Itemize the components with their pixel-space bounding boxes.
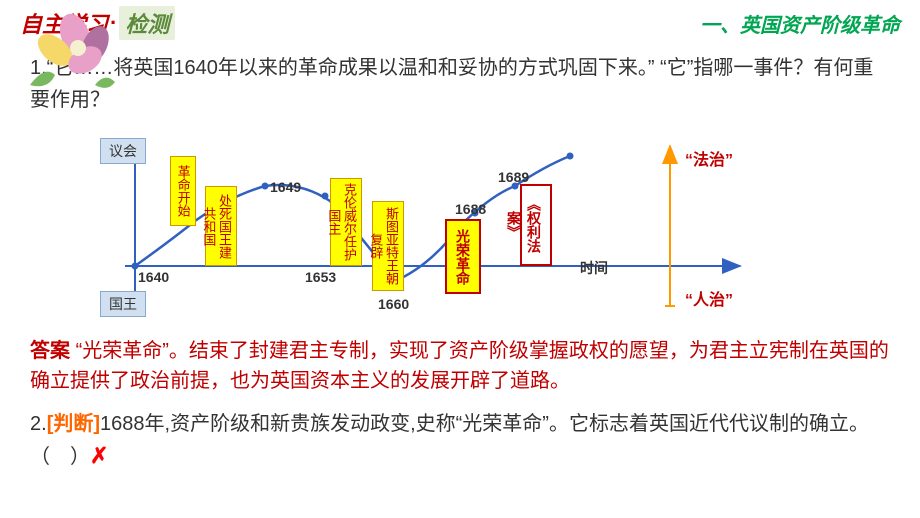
rule-of-man-label: “人治” xyxy=(685,286,733,310)
q2-mark: ✗ xyxy=(90,443,108,468)
q2-text: 1688年,资产阶级和新贵族发动政变,史称“光荣革命”。它标志着英国近代代议制的… xyxy=(30,413,869,468)
q2-prefix: 2. xyxy=(30,413,47,435)
y-axis-top-label: 议会 xyxy=(100,138,146,164)
event-rights: 《权利法案》 xyxy=(520,184,552,266)
event-glorious: 光荣革命 xyxy=(445,219,481,294)
q2-judge: [判断] xyxy=(47,413,100,435)
event-revolution-start: 革命开始 xyxy=(170,156,196,226)
answer-block: 答案 “光荣革命”。结束了封建君主专制，实现了资产阶级掌握政权的愿望，为君主立宪… xyxy=(0,331,920,401)
header-test-badge: 检测 xyxy=(119,6,175,40)
y-axis-bottom-label: 国王 xyxy=(100,291,146,317)
event-stuart: 斯图亚特王朝复辟 xyxy=(372,201,404,291)
year-1653: 1653 xyxy=(305,269,336,285)
year-1688: 1688 xyxy=(455,201,486,217)
timeline-diagram: 议会 国王 1640 1649 1653 1660 1688 1689 革命开始… xyxy=(100,126,830,326)
time-axis-label: 时间 xyxy=(580,258,608,278)
year-1689: 1689 xyxy=(498,169,529,185)
question-2: 2.[判断]1688年,资产阶级和新贵族发动政变,史称“光荣革命”。它标志着英国… xyxy=(0,401,920,480)
year-1660: 1660 xyxy=(378,296,409,312)
answer-label: 答案 xyxy=(30,340,70,362)
question-1: 1.“它……将英国1640年以来的革命成果以温和和妥协的方式巩固下来。” “它”… xyxy=(0,42,920,121)
year-1649: 1649 xyxy=(270,179,301,195)
event-execute-king: 处死国王建共和国 xyxy=(205,186,237,266)
event-cromwell: 克伦威尔任护国主 xyxy=(330,178,362,266)
section-title: 一、英国资产阶级革命 xyxy=(700,9,900,38)
rule-of-law-label: “法治” xyxy=(685,146,733,170)
year-1640: 1640 xyxy=(138,269,169,285)
answer-text: “光荣革命”。结束了封建君主专制，实现了资产阶级掌握政权的愿望，为君主立宪制在英… xyxy=(30,340,889,392)
flower-decoration xyxy=(0,0,120,100)
